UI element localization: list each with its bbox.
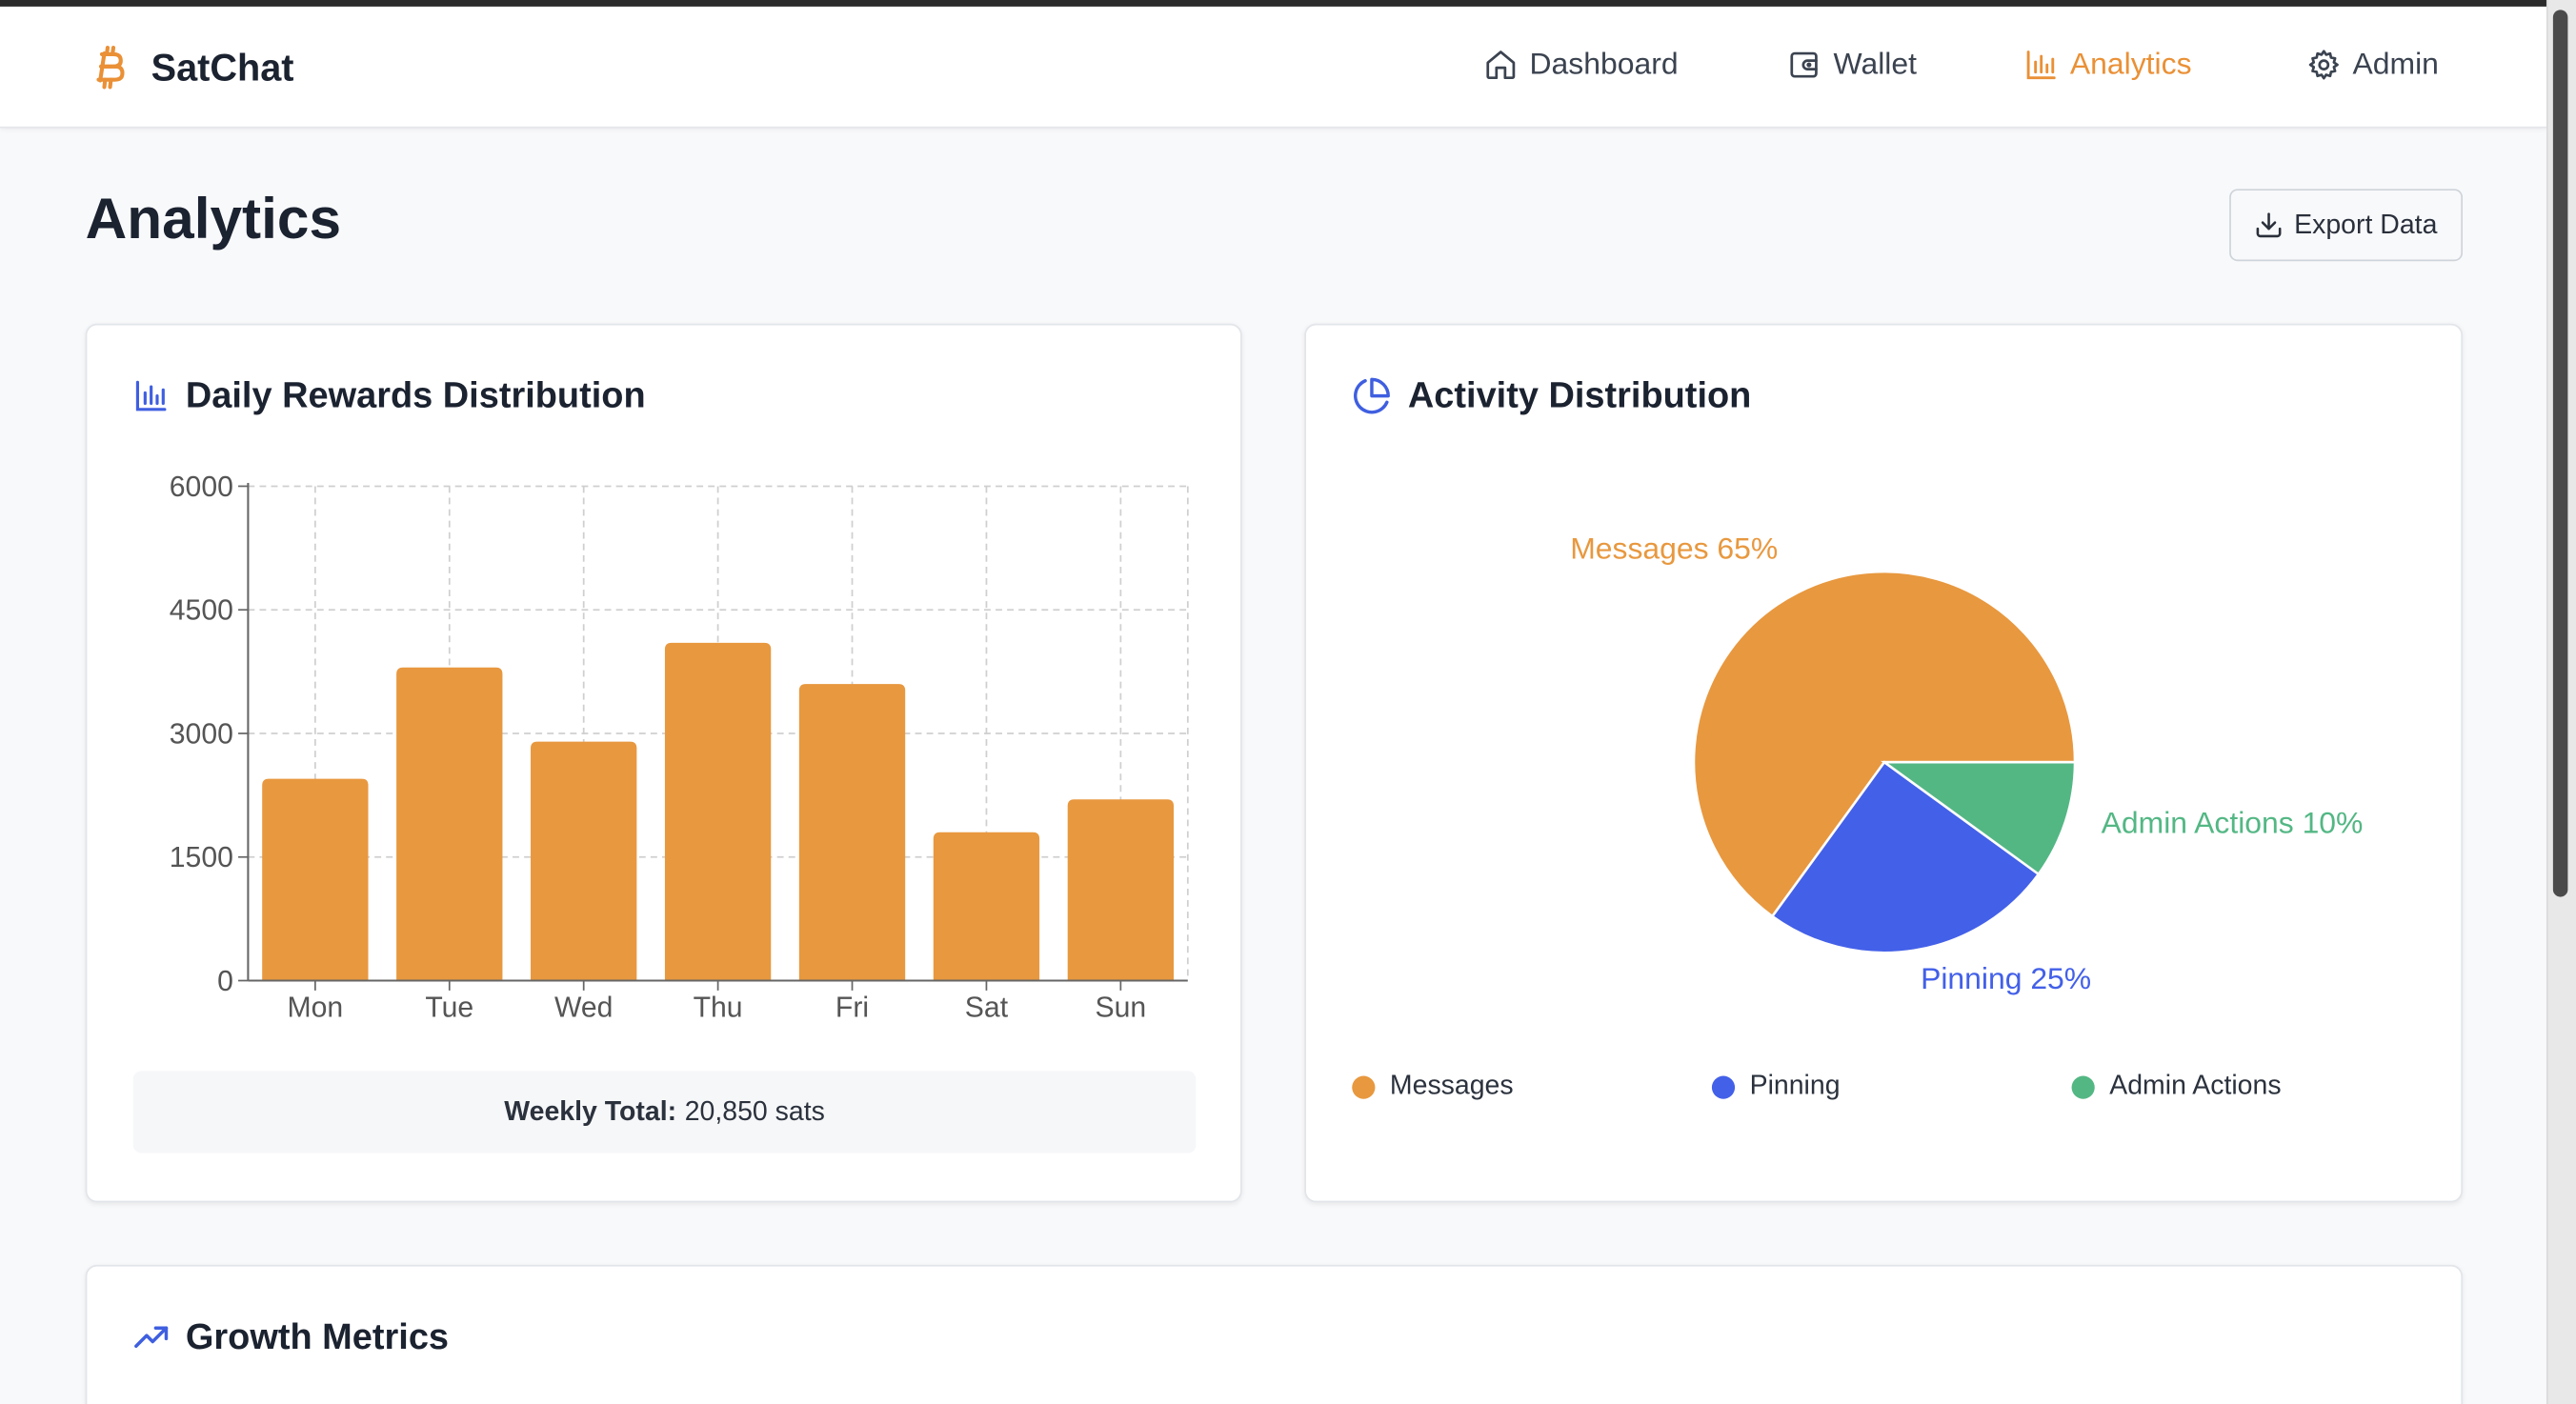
y-tick-label: 0: [217, 966, 233, 997]
pie-chart-icon: [1354, 377, 1390, 414]
nav-analytics[interactable]: Analytics: [2024, 46, 2192, 82]
brand-name: SatChat: [151, 45, 294, 89]
legend-dot-pinning: [1711, 1074, 1736, 1098]
x-tick-label: Sun: [1096, 992, 1147, 1023]
bar-fri: [798, 684, 906, 981]
home-icon: [1486, 50, 1516, 79]
scrollbar-thumb[interactable]: [2552, 10, 2568, 897]
nav-dashboard[interactable]: Dashboard: [1483, 46, 1679, 82]
page-title: Analytics: [85, 187, 342, 251]
activity-pie-chart: Messages 65% Pinning 25% Admin Actions 10%: [1570, 531, 2364, 995]
bar-chart-icon: [2026, 50, 2056, 79]
growth-metrics-title: Growth Metrics: [133, 1315, 449, 1358]
wallet-icon: [1790, 50, 1818, 77]
window-top-edge: [0, 0, 2576, 7]
pie-slice-messages: [1692, 570, 2077, 918]
activity-distribution-title: Activity Distribution: [1352, 374, 1751, 417]
y-tick-label: 3000: [170, 718, 233, 750]
export-data-label: Export Data: [2294, 209, 2438, 239]
y-tick-label: 4500: [170, 595, 233, 627]
pie-label-pinning: Pinning 25%: [1921, 961, 2091, 995]
nav-analytics-label: Analytics: [2069, 46, 2192, 81]
bar-sat: [933, 832, 1040, 981]
bar-sun: [1067, 799, 1175, 981]
brand[interactable]: SatChat: [92, 43, 294, 92]
daily-rewards-title: Daily Rewards Distribution: [133, 374, 646, 417]
bar-tue: [396, 667, 503, 981]
bar-mon: [262, 778, 369, 981]
daily-rewards-title-text: Daily Rewards Distribution: [185, 374, 646, 416]
activity-distribution-title-text: Activity Distribution: [1407, 374, 1752, 416]
pie-slice-admin-actions: [1881, 760, 2077, 876]
bitcoin-icon: [96, 45, 125, 90]
y-tick-label: 1500: [170, 842, 233, 873]
nav-dashboard-label: Dashboard: [1529, 46, 1679, 81]
x-tick-label: Thu: [694, 992, 743, 1023]
pie-label-messages: Messages 65%: [1570, 531, 1778, 565]
weekly-total: Weekly Total: 20,850 sats: [132, 1071, 1197, 1153]
x-tick-label: Sat: [965, 992, 1009, 1023]
weekly-total-value: 20,850 sats: [684, 1096, 825, 1127]
legend-item-messages[interactable]: Messages: [1352, 1071, 1514, 1102]
nav-wallet-label: Wallet: [1833, 46, 1918, 81]
nav-wallet[interactable]: Wallet: [1787, 46, 1917, 82]
export-data-button[interactable]: Export Data: [2229, 189, 2464, 262]
daily-rewards-card: Daily Rewards Distribution 0 1500 3000 4500…: [85, 323, 1242, 1203]
nav-admin-label: Admin: [2352, 46, 2439, 81]
growth-metrics-title-text: Growth Metrics: [185, 1315, 450, 1357]
y-tick-label: 6000: [170, 471, 233, 503]
legend-item-admin-actions[interactable]: Admin Actions: [2071, 1071, 2282, 1102]
x-tick-label: Fri: [835, 992, 869, 1023]
weekly-total-label: Weekly Total:: [504, 1096, 677, 1127]
x-tick-label: Mon: [288, 992, 344, 1023]
nav-admin[interactable]: Admin: [2306, 46, 2439, 82]
pie-slice-pinning: [1770, 760, 2041, 954]
app-window: SatChat Dashboard Wallet: [0, 6, 2546, 1404]
bar-thu: [664, 642, 772, 981]
pie-label-admin-actions: Admin Actions 10%: [2102, 805, 2364, 839]
bar-chart-icon: [135, 380, 167, 411]
legend-label-messages: Messages: [1389, 1071, 1514, 1101]
x-tick-label: Wed: [554, 992, 613, 1023]
trending-up-icon: [134, 1326, 169, 1348]
legend-dot-admin-actions: [2071, 1074, 2095, 1098]
legend-item-pinning[interactable]: Pinning: [1711, 1071, 1841, 1102]
activity-distribution-card: Activity Distribution Messages 65% Pinnin…: [1304, 323, 2464, 1203]
legend-dot-messages: [1352, 1074, 1376, 1098]
top-navbar: SatChat Dashboard Wallet: [0, 6, 2546, 129]
gear-icon: [2308, 49, 2339, 79]
bar-wed: [531, 741, 637, 981]
x-tick-label: Tue: [425, 992, 473, 1023]
growth-metrics-card: Growth Metrics: [85, 1264, 2464, 1404]
legend-label-pinning: Pinning: [1749, 1071, 1841, 1101]
daily-rewards-bar-chart: 0 1500 3000 4500 6000 Mon Tue Wed Thu Fri Sat Sun: [170, 471, 1189, 1023]
download-icon: [2257, 212, 2283, 238]
legend-label-admin-actions: Admin Actions: [2109, 1071, 2282, 1101]
